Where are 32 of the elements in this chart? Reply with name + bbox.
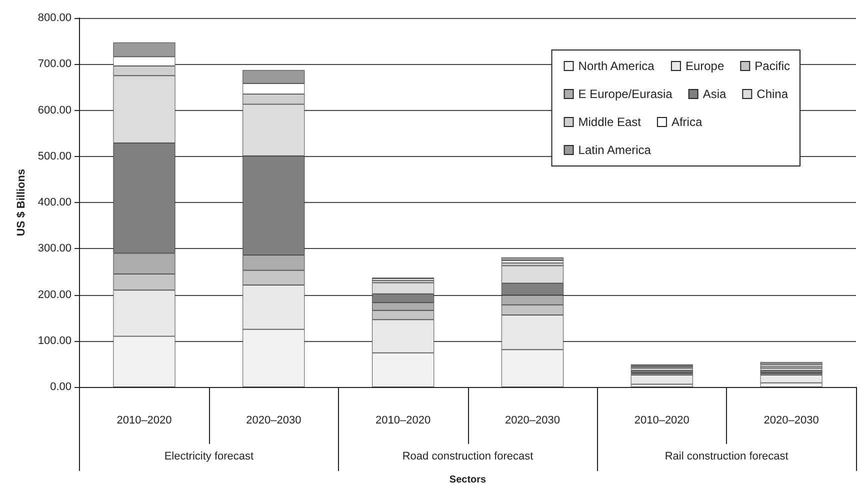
y-axis-title: US $ Billions [16, 168, 28, 236]
x-tick-label: 2010–2020 [116, 414, 172, 426]
legend-label: Europe [685, 59, 724, 73]
x-tick-label: 2020–2030 [504, 414, 560, 426]
y-tick-label: 700.00 [38, 58, 72, 70]
bar [630, 375, 693, 384]
y-tick-label: 500.00 [38, 150, 72, 162]
legend-label: Asia [702, 87, 726, 101]
x-tick-label: 2020–2030 [246, 414, 302, 426]
text: Road construction forecast [402, 450, 534, 462]
y-tick-label: 600.00 [38, 104, 72, 116]
x-axis-title: Sectors [449, 474, 487, 486]
legend-label: Africa [671, 115, 702, 129]
legend-label: Latin America [578, 143, 652, 157]
legend-label: China [756, 87, 788, 101]
y-tick-label: 400.00 [38, 196, 72, 208]
y-tick-label: 200.00 [38, 288, 72, 301]
legend-label: Middle East [578, 115, 642, 129]
x-tick-label: 2010–2020 [634, 414, 690, 426]
text: Rail construction forecast [664, 450, 788, 462]
bar [760, 375, 822, 383]
text: Electricity forecast [164, 450, 254, 462]
y-tick-label: 300.00 [38, 242, 72, 255]
legend-label: Pacific [754, 59, 790, 73]
y-tick-label: 100.00 [38, 334, 72, 347]
legend-label: E Europe/Eurasia [578, 87, 673, 101]
bar [501, 257, 564, 261]
y-tick-label: 800.00 [38, 12, 72, 24]
y-tick-label: 0.00 [50, 381, 72, 393]
x-tick-label: 2020–2030 [764, 414, 819, 426]
legend-label: North America [578, 59, 655, 73]
x-tick-label: 2010–2020 [376, 414, 431, 426]
